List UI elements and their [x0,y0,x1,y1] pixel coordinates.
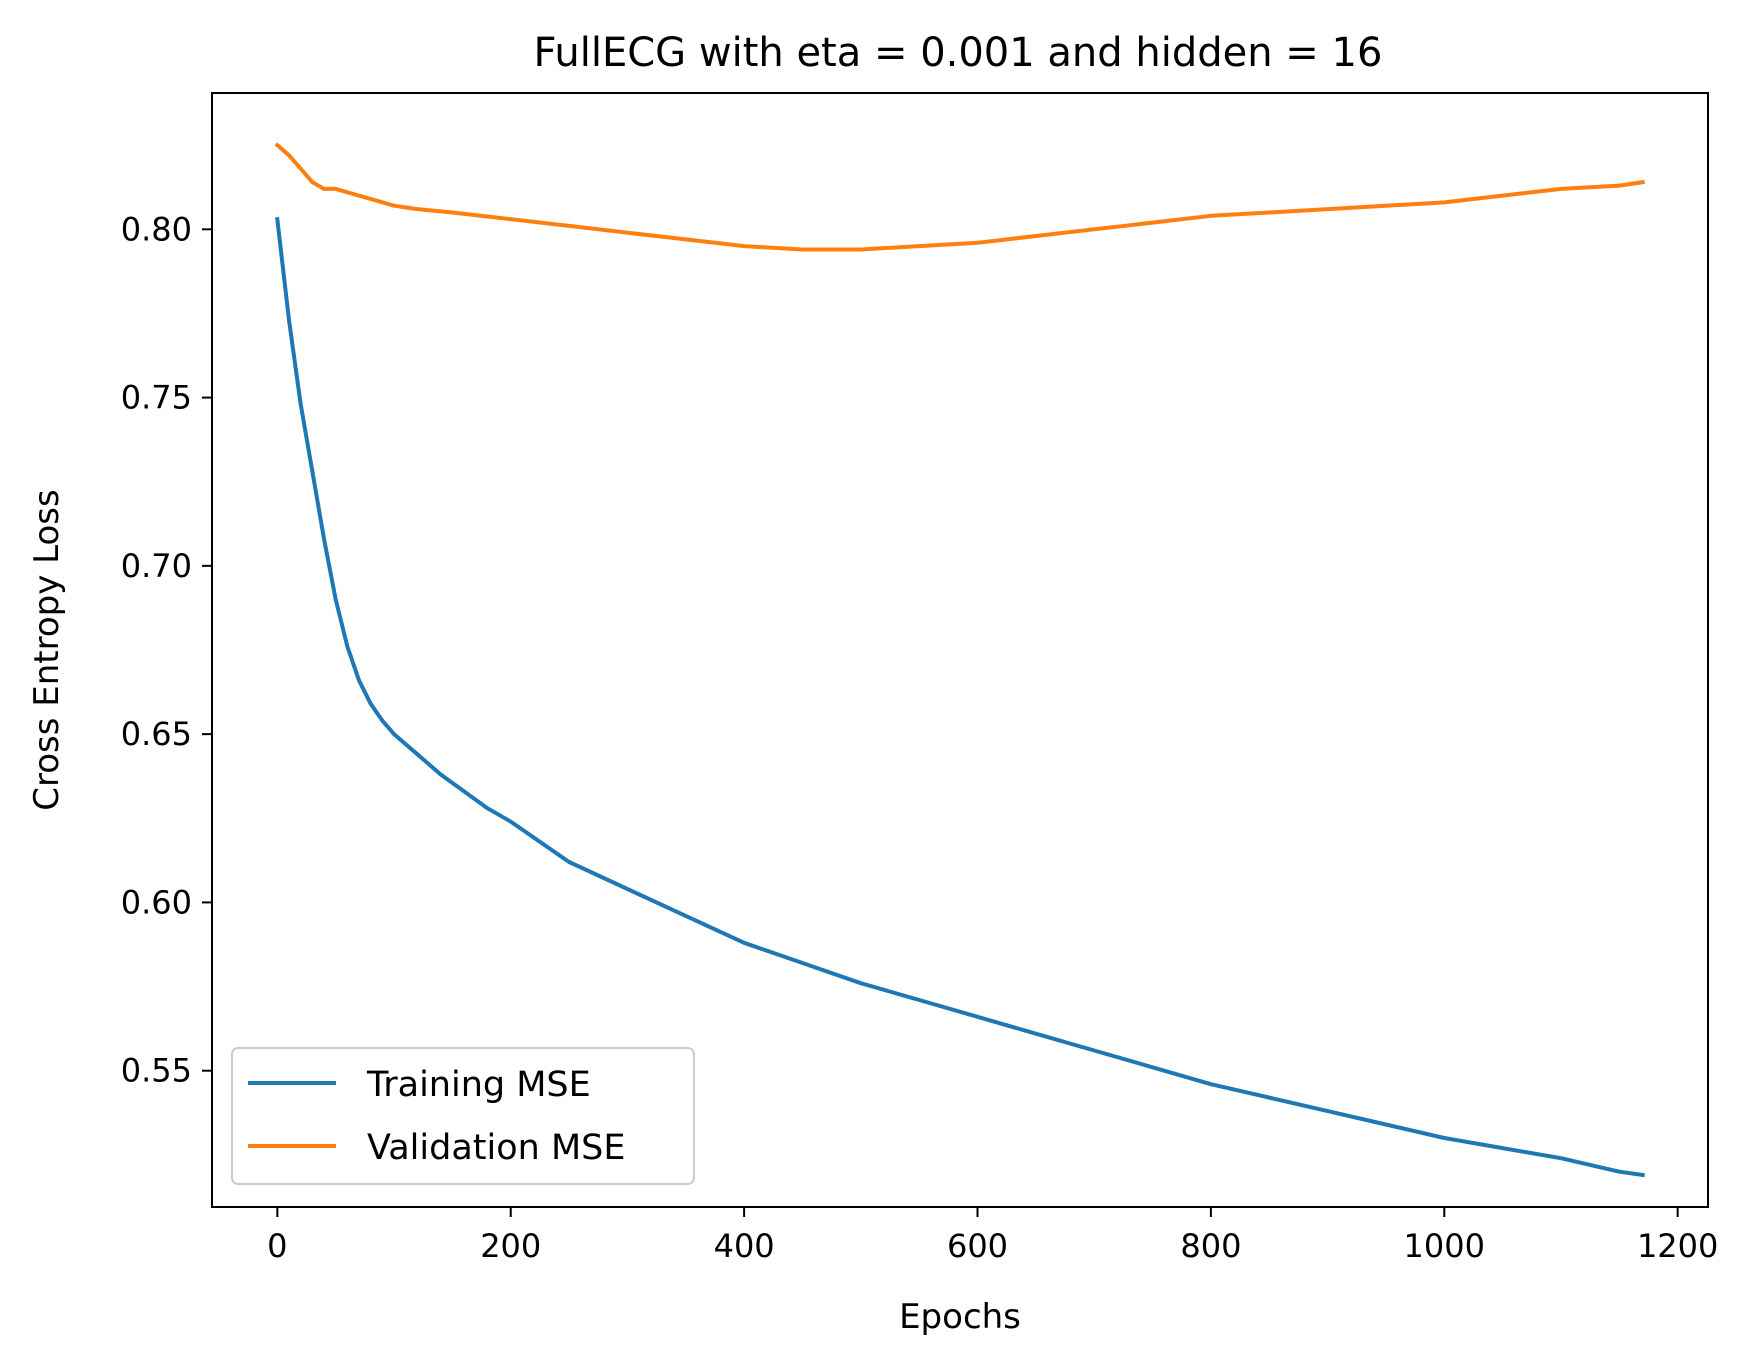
series-line-training-mse [275,216,1645,1178]
x-tick-label: 600 [947,1227,1008,1265]
y-axis-label: Cross Entropy Loss [27,489,67,811]
y-tick-label: 0.80 [121,210,192,248]
x-axis-label: Epochs [899,1297,1021,1337]
chart-title: FullECG with eta = 0.001 and hidden = 16 [534,30,1383,76]
legend-label-training-mse: Training MSE [366,1065,591,1105]
legend-label-validation-mse: Validation MSE [367,1128,625,1168]
x-tick-label: 1200 [1637,1227,1718,1265]
legend: Training MSE Validation MSE [231,1047,695,1185]
series-line-validation-mse [274,142,1645,252]
y-tick-label: 0.75 [121,379,192,417]
y-axis: 0.55 0.60 0.65 0.70 0.75 0.80 [121,210,212,1090]
x-tick-label: 400 [714,1227,775,1265]
y-tick-label: 0.55 [121,1052,192,1090]
y-tick-label: 0.70 [121,547,192,585]
x-tick-label: 1000 [1404,1227,1485,1265]
x-axis: 0 200 400 600 800 1000 1200 [267,1207,1718,1265]
x-tick-label: 800 [1180,1227,1241,1265]
x-tick-label: 0 [267,1227,287,1265]
x-tick-label: 200 [480,1227,541,1265]
plot-frame [211,92,1709,1208]
y-tick-label: 0.65 [121,715,192,753]
legend-box [231,1047,695,1185]
y-tick-label: 0.60 [121,883,192,921]
series-group [274,142,1645,1178]
plot-area [212,93,1708,1207]
